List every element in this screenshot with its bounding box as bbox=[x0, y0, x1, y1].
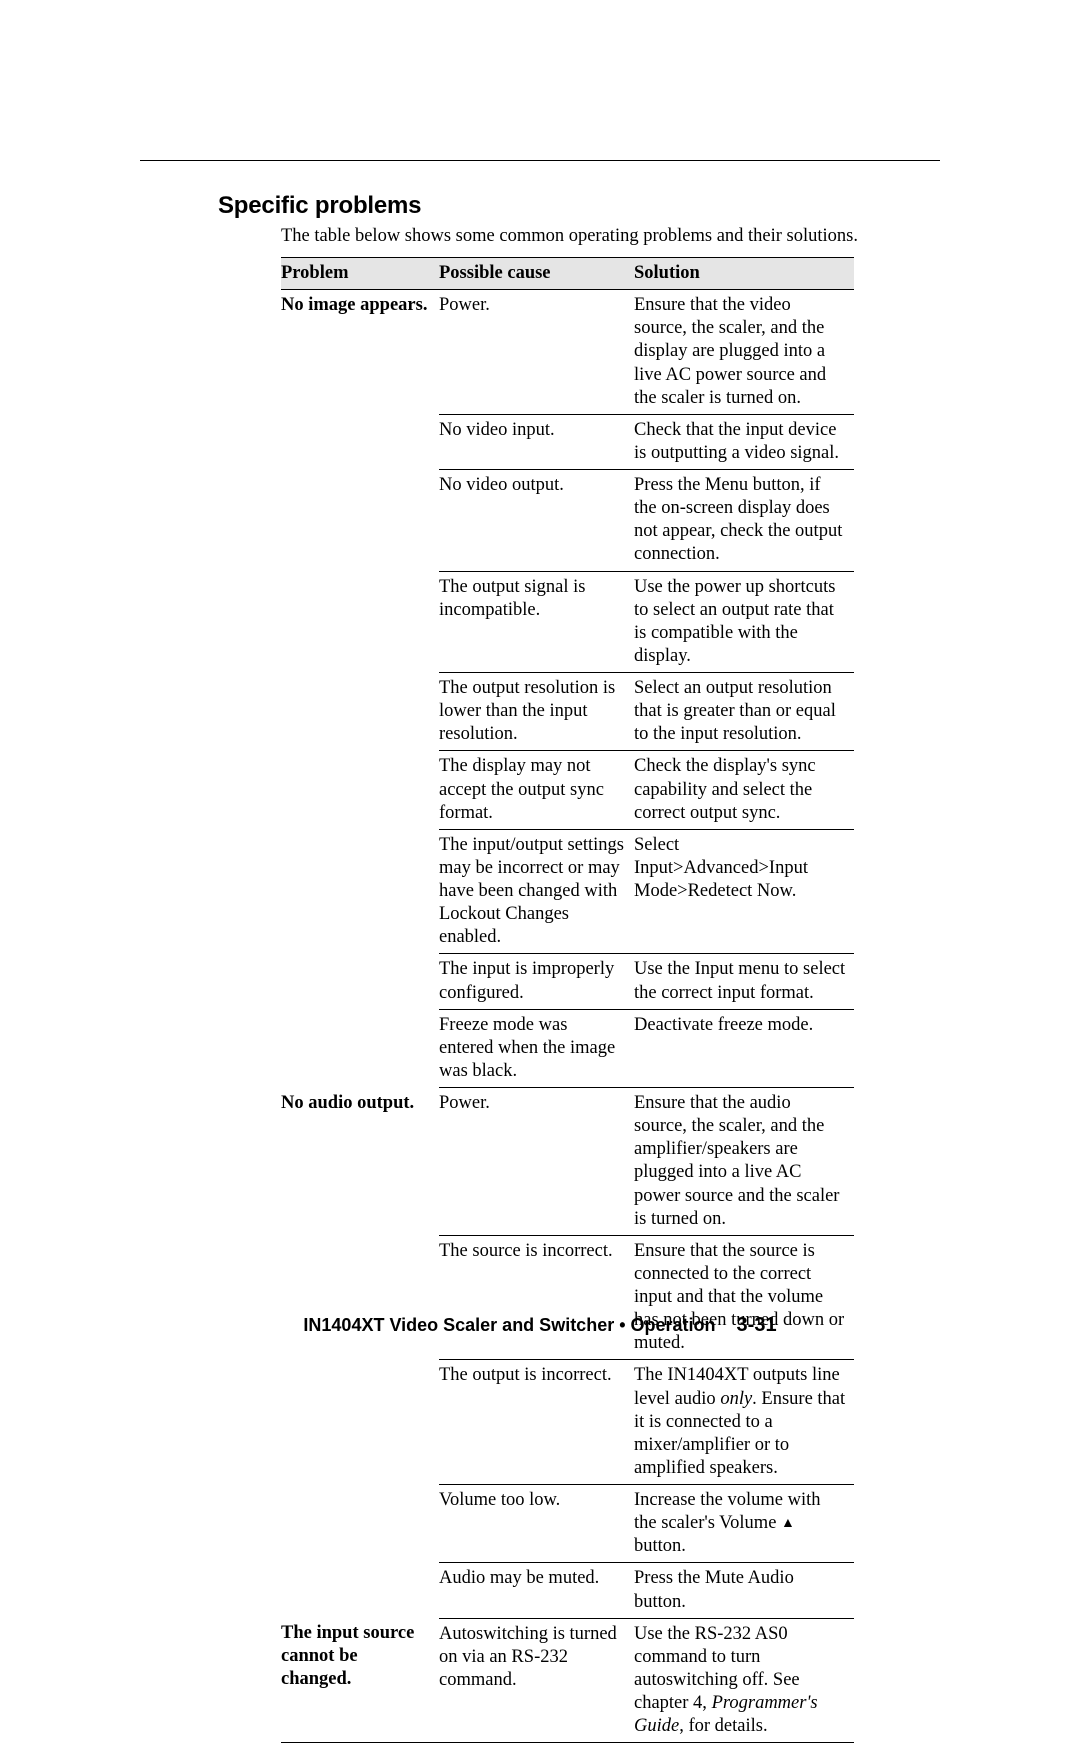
solution-cell: Ensure that the audio source, the scaler… bbox=[634, 1088, 854, 1236]
cause-cell: The source is incorrect. bbox=[439, 1235, 634, 1360]
cause-cell: The input is improperly configured. bbox=[439, 954, 634, 1009]
cause-cell: The output resolution is lower than the … bbox=[439, 673, 634, 751]
problem-cell: No audio output. bbox=[281, 1088, 439, 1619]
footer-page-number: 3-31 bbox=[737, 1314, 777, 1336]
solution-cell: Increase the volume with the scaler's Vo… bbox=[634, 1485, 854, 1563]
col-header-problem: Problem bbox=[281, 258, 439, 290]
solution-cell: Use the RS-232 AS0 command to turn autos… bbox=[634, 1618, 854, 1743]
solution-cell: Press the Menu button, if the on-screen … bbox=[634, 470, 854, 572]
cause-cell: Volume too low. bbox=[439, 1485, 634, 1563]
table-header-row: Problem Possible cause Solution bbox=[281, 258, 854, 290]
cause-cell: Power. bbox=[439, 290, 634, 415]
solution-cell: Check the display's sync capability and … bbox=[634, 751, 854, 829]
cause-cell: No video output. bbox=[439, 470, 634, 572]
solution-cell: Ensure that the source is connected to t… bbox=[634, 1235, 854, 1360]
solution-cell: Check that the input device is outputtin… bbox=[634, 414, 854, 469]
col-header-cause: Possible cause bbox=[439, 258, 634, 290]
cause-cell: The display may not accept the output sy… bbox=[439, 751, 634, 829]
cause-cell: The output signal is incompatible. bbox=[439, 571, 634, 673]
cause-cell: Freeze mode was entered when the image w… bbox=[439, 1009, 634, 1087]
top-rule bbox=[140, 160, 940, 161]
col-header-solution: Solution bbox=[634, 258, 854, 290]
cause-cell: Audio may be muted. bbox=[439, 1563, 634, 1618]
section-title: Specific problems bbox=[218, 192, 862, 220]
problem-cell: The input source cannot be changed. bbox=[281, 1618, 439, 1743]
cause-cell: The input/output settings may be incorre… bbox=[439, 829, 634, 954]
cause-cell: The output is incorrect. bbox=[439, 1360, 634, 1485]
solution-cell: Select Input>Advanced>Input Mode>Redetec… bbox=[634, 829, 854, 954]
page-footer: IN1404XT Video Scaler and Switcher • Ope… bbox=[0, 1314, 1080, 1337]
solution-cell: Press the Mute Audio button. bbox=[634, 1563, 854, 1618]
problem-cell: No image appears. bbox=[281, 290, 439, 1088]
solution-cell: Ensure that the video source, the scaler… bbox=[634, 290, 854, 415]
solution-cell: Use the power up shortcuts to select an … bbox=[634, 571, 854, 673]
cause-cell: Power. bbox=[439, 1088, 634, 1236]
solution-cell: Use the Input menu to select the correct… bbox=[634, 954, 854, 1009]
solution-cell: The IN1404XT outputs line level audio on… bbox=[634, 1360, 854, 1485]
intro-text: The table below shows some common operat… bbox=[218, 226, 862, 247]
footer-text: IN1404XT Video Scaler and Switcher • Ope… bbox=[303, 1315, 715, 1335]
cause-cell: Autoswitching is turned on via an RS-232… bbox=[439, 1618, 634, 1743]
problems-table: Problem Possible cause Solution No image… bbox=[281, 257, 854, 1743]
table-row: The input source cannot be changed.Autos… bbox=[281, 1618, 854, 1743]
solution-cell: Deactivate freeze mode. bbox=[634, 1009, 854, 1087]
table-row: No image appears.Power.Ensure that the v… bbox=[281, 290, 854, 415]
table-row: No audio output.Power.Ensure that the au… bbox=[281, 1088, 854, 1236]
content-area: Specific problems The table below shows … bbox=[218, 192, 862, 1743]
solution-cell: Select an output resolution that is grea… bbox=[634, 673, 854, 751]
cause-cell: No video input. bbox=[439, 414, 634, 469]
